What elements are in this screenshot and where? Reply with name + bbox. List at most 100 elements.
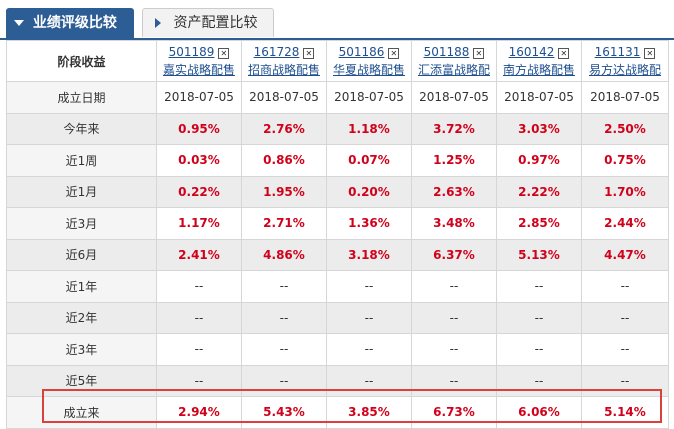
fund-name-link[interactable]: 南方战略配售: [502, 62, 575, 77]
table-cell: --: [241, 301, 327, 334]
table-cell: --: [411, 270, 497, 303]
row-label: 今年来: [6, 112, 157, 145]
fund-code-link[interactable]: 161728: [253, 44, 300, 59]
close-icon[interactable]: ✕: [473, 47, 485, 59]
table-cell: 2.76%: [241, 112, 327, 145]
row-label: 成立来: [6, 396, 157, 429]
table-cell: 3.18%: [326, 238, 412, 271]
caret-down-icon: [14, 20, 24, 26]
fund-name-link[interactable]: 招商战略配售: [247, 62, 320, 77]
table-row: 近3月 1.17% 2.71% 1.36% 3.48% 2.85% 2.44%: [6, 207, 669, 240]
table-cell: 0.07%: [326, 144, 412, 177]
table-cell: --: [411, 301, 497, 334]
close-icon[interactable]: ✕: [218, 47, 230, 59]
table-cell: 2.71%: [241, 207, 327, 240]
table-row: 近1周 0.03% 0.86% 0.07% 1.25% 0.97% 0.75%: [6, 144, 669, 177]
fund-header: 160142 ✕ 南方战略配售: [496, 40, 582, 82]
table-cell: 0.86%: [241, 144, 327, 177]
fund-code-link[interactable]: 160142: [508, 44, 555, 59]
table-row: 近1年 -- -- -- -- -- --: [6, 270, 669, 303]
fund-code-link[interactable]: 501186: [338, 44, 385, 59]
fund-header: 501186 ✕ 华夏战略配售: [326, 40, 412, 82]
table-cell: 3.85%: [326, 396, 412, 429]
table-cell: 2018-07-05: [156, 81, 242, 114]
table-cell: --: [156, 333, 242, 366]
fund-code-link[interactable]: 161131: [594, 44, 641, 59]
row-label: 近1年: [6, 270, 157, 303]
row-label: 近3年: [6, 333, 157, 366]
close-icon[interactable]: ✕: [558, 47, 570, 59]
fund-header: 161728 ✕ 招商战略配售: [241, 40, 327, 82]
table-row: 近2年 -- -- -- -- -- --: [6, 301, 669, 334]
table-cell: 5.43%: [241, 396, 327, 429]
table-cell: 0.95%: [156, 112, 242, 145]
table-cell: 2018-07-05: [496, 81, 582, 114]
table-cell: 0.22%: [156, 175, 242, 208]
row-label: 近3月: [6, 207, 157, 240]
row-label: 近2年: [6, 301, 157, 334]
tab-asset-allocation[interactable]: 资产配置比较: [142, 8, 274, 37]
fund-name-link[interactable]: 华夏战略配售: [332, 62, 405, 77]
table-cell: 1.70%: [581, 175, 669, 208]
table-cell: --: [326, 270, 412, 303]
table-cell: 2018-07-05: [581, 81, 669, 114]
table-cell: 5.14%: [581, 396, 669, 429]
table-cell: 5.13%: [496, 238, 582, 271]
table-cell: 1.17%: [156, 207, 242, 240]
table-cell: 3.48%: [411, 207, 497, 240]
table-row: 成立来 2.94% 5.43% 3.85% 6.73% 6.06% 5.14%: [6, 396, 669, 429]
table-cell: 2.63%: [411, 175, 497, 208]
table-cell: 0.97%: [496, 144, 582, 177]
table-cell: 2.85%: [496, 207, 582, 240]
table-cell: --: [496, 301, 582, 334]
table-cell: --: [241, 270, 327, 303]
table-row: 近6月 2.41% 4.86% 3.18% 6.37% 5.13% 4.47%: [6, 238, 669, 271]
table-cell: 0.03%: [156, 144, 242, 177]
table-cell: 1.25%: [411, 144, 497, 177]
close-icon[interactable]: ✕: [388, 47, 400, 59]
table-row: 近3年 -- -- -- -- -- --: [6, 333, 669, 366]
table-cell: 2018-07-05: [326, 81, 412, 114]
fund-name-link[interactable]: 嘉实战略配售: [162, 62, 235, 77]
table-cell: --: [156, 270, 242, 303]
row-label: 近1月: [6, 175, 157, 208]
caret-right-icon: [155, 18, 161, 28]
fund-header: 501189 ✕ 嘉实战略配售: [156, 40, 242, 82]
table-cell: 2.44%: [581, 207, 669, 240]
table-cell: 1.95%: [241, 175, 327, 208]
table-cell: --: [326, 301, 412, 334]
row-label: 成立日期: [6, 81, 157, 114]
table-cell: 4.86%: [241, 238, 327, 271]
corner-header: 阶段收益: [6, 40, 157, 82]
table-cell: 2.22%: [496, 175, 582, 208]
fund-code-link[interactable]: 501188: [423, 44, 470, 59]
fund-header: 161131 ✕ 易方达战略配: [581, 40, 669, 82]
table-cell: 6.37%: [411, 238, 497, 271]
close-icon[interactable]: ✕: [303, 47, 315, 59]
tab-asset-allocation-label: 资产配置比较: [173, 15, 258, 31]
table-cell: 0.75%: [581, 144, 669, 177]
fund-code-link[interactable]: 501189: [168, 44, 215, 59]
table-cell: --: [241, 333, 327, 366]
table-cell: 1.18%: [326, 112, 412, 145]
table-cell: 6.06%: [496, 396, 582, 429]
row-label: 近6月: [6, 238, 157, 271]
table-row: 近1月 0.22% 1.95% 0.20% 2.63% 2.22% 1.70%: [6, 175, 669, 208]
table-cell: 2.41%: [156, 238, 242, 271]
tab-performance[interactable]: 业绩评级比较: [6, 8, 134, 38]
table-cell: 3.72%: [411, 112, 497, 145]
table-cell: --: [326, 364, 412, 397]
table-cell: --: [326, 333, 412, 366]
fund-name-link[interactable]: 易方达战略配: [588, 62, 661, 77]
table-cell: --: [241, 364, 327, 397]
row-label: 近5年: [6, 364, 157, 397]
table-cell: 2.94%: [156, 396, 242, 429]
table-cell: --: [496, 270, 582, 303]
row-label: 近1周: [6, 144, 157, 177]
table-cell: 4.47%: [581, 238, 669, 271]
table-cell: --: [581, 364, 669, 397]
table-cell: 2.50%: [581, 112, 669, 145]
fund-name-link[interactable]: 汇添富战略配: [417, 62, 490, 77]
close-icon[interactable]: ✕: [644, 47, 656, 59]
table-cell: 2018-07-05: [411, 81, 497, 114]
